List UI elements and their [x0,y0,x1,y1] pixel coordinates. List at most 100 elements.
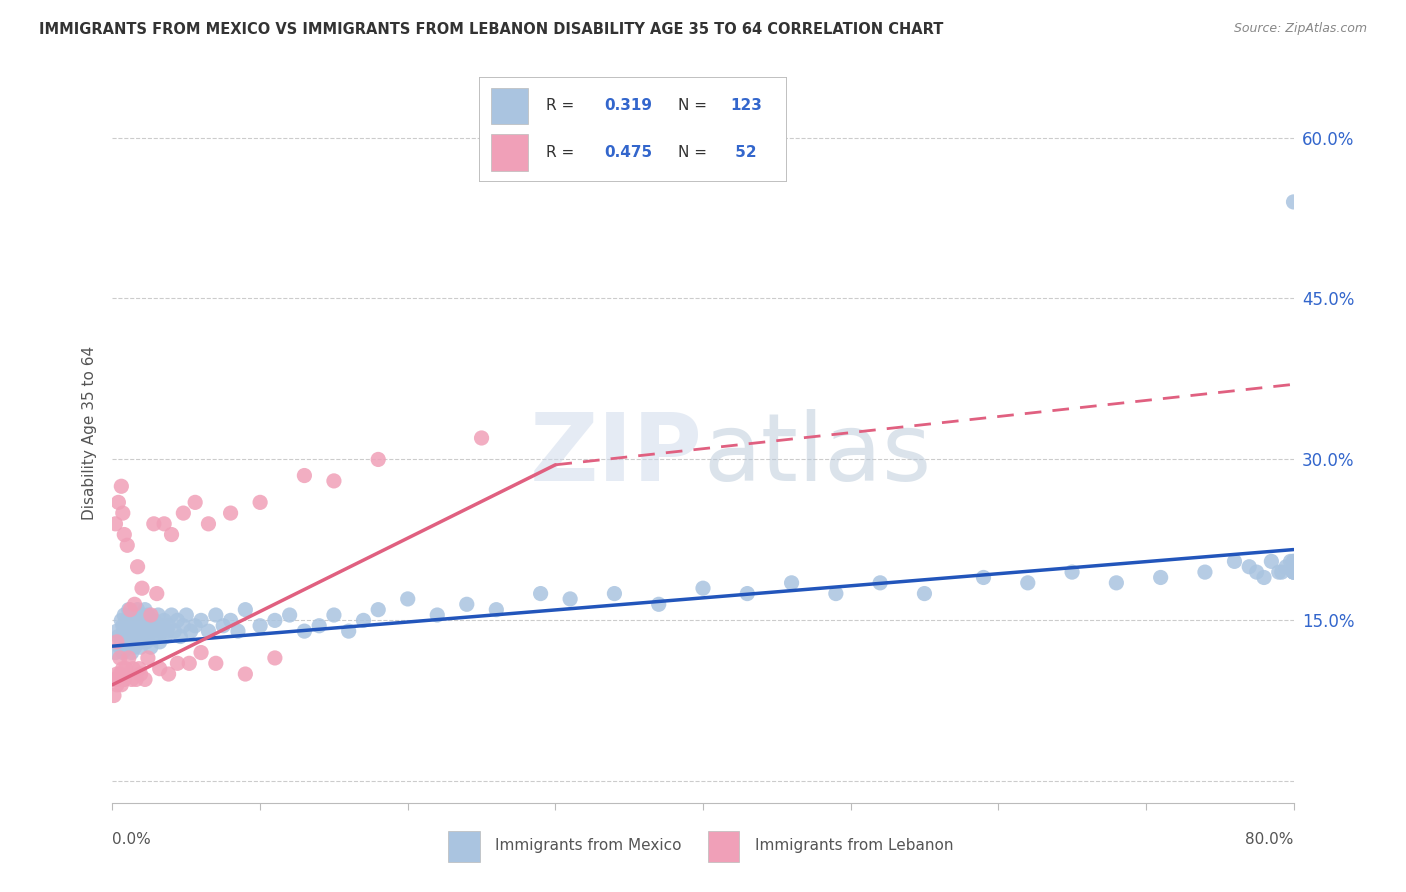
Point [367,602,389,616]
Point [128,614,150,628]
Point [292,468,315,483]
Point [1282,565,1305,579]
Point [1239,559,1261,574]
Point [125,673,148,687]
Point [132,630,155,644]
Point [132,619,155,633]
Point [111,646,134,660]
Point [249,619,271,633]
Point [105,624,128,639]
Point [166,657,188,671]
Point [142,614,165,628]
Point [136,630,159,644]
Point [128,630,150,644]
Point [104,516,127,531]
Point [1282,194,1305,209]
Point [139,607,162,622]
Point [110,678,132,692]
Point [124,640,146,655]
Point [1260,554,1282,568]
Point [117,538,138,552]
Point [264,651,287,665]
Point [233,667,256,681]
Text: 80.0%: 80.0% [1246,831,1294,847]
Point [169,630,191,644]
Point [114,635,136,649]
Point [160,607,183,622]
Point [121,646,143,660]
Point [127,635,149,649]
Point [143,630,166,644]
Point [647,597,671,611]
Point [127,619,149,633]
Point [308,619,330,633]
Point [122,614,145,628]
Point [179,657,201,671]
Point [1282,554,1305,568]
Point [149,635,172,649]
Point [1062,565,1084,579]
Point [127,602,149,616]
Point [146,586,169,600]
Point [212,619,235,633]
Point [163,624,186,639]
Text: ZIP: ZIP [530,409,703,500]
Point [112,527,135,541]
Point [122,624,145,639]
Point [190,646,212,660]
Point [139,640,162,655]
Point [780,575,803,590]
Point [737,586,759,600]
Point [156,624,179,639]
Point [558,591,582,606]
Point [973,570,995,584]
Point [160,527,183,541]
Point [529,586,551,600]
Point [150,624,173,639]
Point [292,624,315,639]
Point [152,619,174,633]
Point [117,614,138,628]
Point [110,479,132,493]
Point [205,657,228,671]
Point [107,495,129,509]
Point [146,619,169,633]
Point [337,624,360,639]
Point [323,607,346,622]
Point [121,607,143,622]
Point [197,516,219,531]
Point [149,662,172,676]
Point [136,607,159,622]
Point [172,506,194,520]
Point [396,591,419,606]
Point [1223,554,1246,568]
Point [108,667,131,681]
Point [456,597,478,611]
Point [352,614,374,628]
Point [323,474,346,488]
Point [155,630,177,644]
Point [134,673,156,687]
Point [107,673,129,687]
Point [219,614,242,628]
Point [118,602,141,616]
Point [226,624,249,639]
Point [184,495,207,509]
Point [174,607,197,622]
Point [1282,559,1305,574]
Point [125,614,148,628]
Point [1017,575,1039,590]
Point [112,673,135,687]
Point [1268,565,1291,579]
Point [1282,565,1305,579]
Point [824,586,846,600]
Point [153,614,176,628]
Point [124,597,146,611]
Point [110,614,132,628]
Point [153,516,176,531]
Point [129,624,152,639]
Point [127,559,149,574]
Point [157,667,180,681]
Point [129,640,152,655]
Point [603,586,626,600]
